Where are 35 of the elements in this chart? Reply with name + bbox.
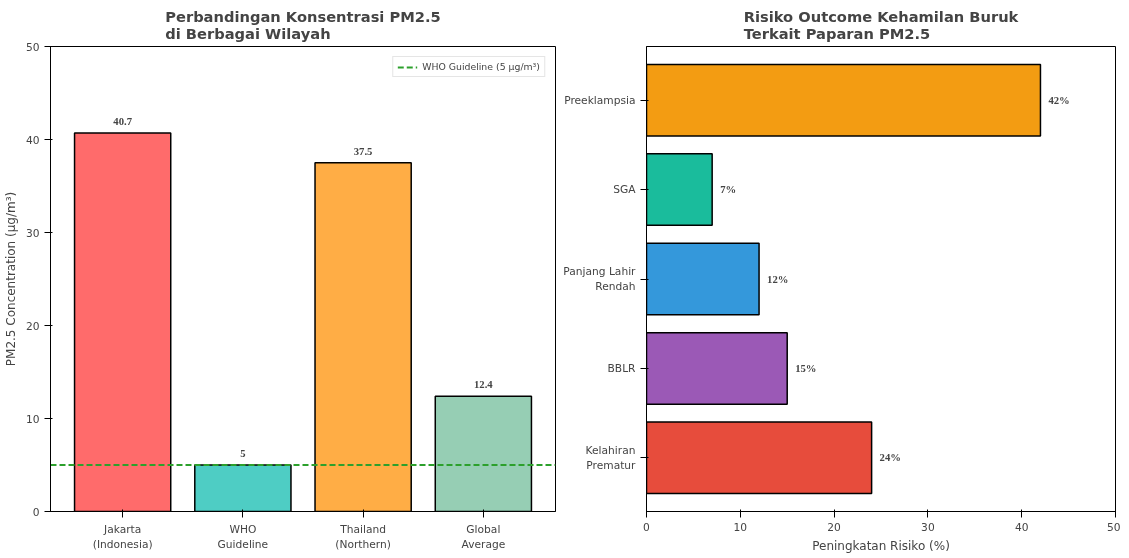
data-label: 37.5 — [353, 145, 373, 157]
chart-title: Perbandingan Konsentrasi PM2.5 di Berbagai Wilayah — [165, 7, 441, 42]
x-tick-label: 20 — [827, 520, 842, 534]
data-label: 42% — [1048, 94, 1070, 106]
legend-label: WHO Guideline (5 μg/m³) — [422, 61, 540, 72]
data-label: 40.7 — [113, 115, 133, 127]
y-tick-label: Preeklampsia — [564, 93, 636, 107]
x-tick-label: 40 — [1014, 520, 1029, 534]
x-axis-title: Peningkatan Risiko (%) — [812, 538, 950, 553]
y-tick-label: 0 — [32, 505, 40, 519]
y-tick-label: Kelahiran Prematur — [585, 443, 637, 473]
y-tick-label: 10 — [25, 412, 40, 426]
y-tick-label: 40 — [25, 133, 40, 147]
data-label: 12.4 — [474, 379, 494, 391]
y-tick-label: BBLR — [607, 361, 637, 375]
data-label: 7% — [720, 184, 737, 196]
x-tick-label: 10 — [733, 520, 748, 534]
x-tick-label: Global Average — [461, 522, 506, 552]
x-tick-label: 50 — [1106, 520, 1121, 534]
data-label: 15% — [795, 362, 817, 374]
y-tick-label: SGA — [613, 183, 637, 197]
y-tick-label: Panjang Lahir Rendah — [563, 264, 637, 294]
data-label: 5 — [240, 448, 246, 459]
y-tick-label: 30 — [25, 226, 40, 240]
data-label: 12% — [767, 273, 789, 285]
y-tick-label: 50 — [25, 40, 40, 54]
x-tick-label: WHO Guideline — [217, 522, 269, 552]
x-tick-label: Thailand (Northern) — [335, 522, 391, 552]
y-axis-title: PM2.5 Concentration (μg/m³) — [3, 191, 18, 367]
data-label: 24% — [879, 452, 901, 464]
x-tick-label: 0 — [643, 520, 651, 534]
x-tick-label: 30 — [921, 520, 935, 534]
x-tick-label: Jakarta (Indonesia) — [92, 522, 153, 552]
y-tick-label: 20 — [25, 319, 40, 333]
chart-title: Risiko Outcome Kehamilan Buruk Terkait Paparan PM2.5 — [743, 7, 1020, 42]
